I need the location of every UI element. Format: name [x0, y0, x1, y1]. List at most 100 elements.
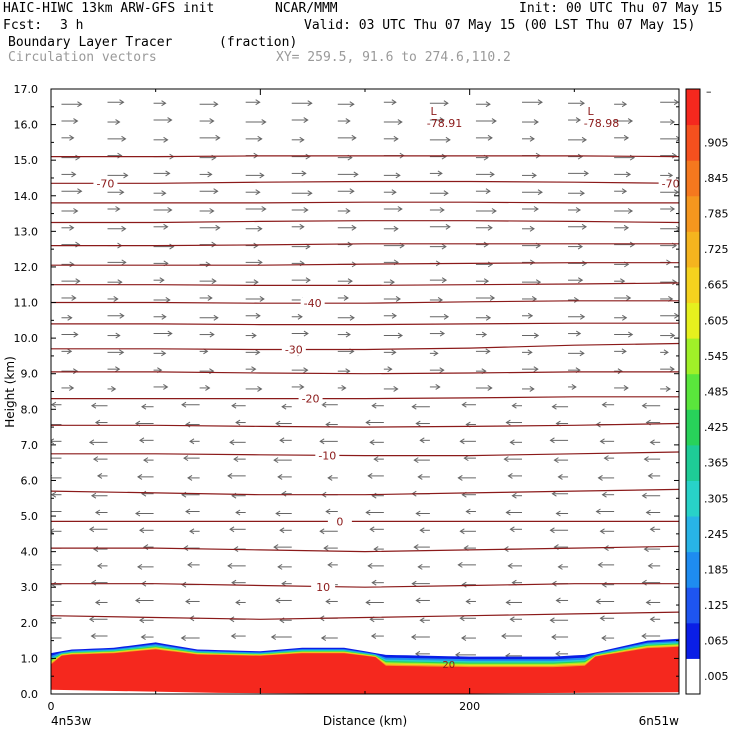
wind-vector-head	[505, 419, 511, 426]
wind-vector-head	[320, 635, 327, 641]
wind-vector-head	[489, 295, 496, 301]
wind-vector-head	[88, 439, 95, 446]
wind-vector-head	[445, 223, 451, 230]
field-units: (fraction)	[219, 35, 298, 50]
wind-vector-head	[185, 598, 191, 605]
wind-vector-head	[77, 101, 83, 108]
isotherm-label-bg	[311, 581, 336, 594]
forecast-label: Fcst:	[3, 18, 43, 33]
wind-vector-head	[255, 99, 261, 106]
wind-vector-head	[75, 278, 81, 285]
wind-vector-head	[674, 312, 679, 319]
wind-vector-head	[180, 635, 186, 641]
wind-vector-head	[325, 508, 331, 515]
colorbar-swatch	[686, 622, 700, 659]
wind-vector-head	[111, 386, 117, 392]
wind-vector-head	[135, 510, 141, 517]
wind-vector-head	[113, 296, 119, 302]
wind-vector-head	[51, 491, 57, 498]
wind-vector-head	[628, 331, 634, 338]
colorbar-label: .005	[704, 670, 729, 683]
wind-vector-head	[261, 206, 267, 212]
colorbar-label: .065	[704, 635, 729, 648]
tracer-band	[51, 646, 679, 694]
isotherm-label: -40	[304, 297, 322, 310]
wind-vector-head	[71, 295, 77, 301]
wind-vector-head	[537, 99, 543, 106]
wind-vector-head	[351, 224, 357, 231]
field-name: Boundary Layer Tracer	[8, 35, 173, 50]
wind-vector-head	[69, 385, 75, 391]
wind-vector-head	[119, 99, 125, 106]
wind-vector-head	[119, 312, 125, 319]
wind-vector-head	[45, 652, 49, 657]
wind-vector-head	[437, 170, 443, 177]
wind-vector-head	[121, 259, 127, 266]
wind-vector-head	[417, 563, 423, 570]
wind-vector-head	[647, 562, 653, 569]
wind-vector-head	[465, 598, 471, 605]
wind-vector-head	[251, 332, 257, 339]
colorbar-swatch	[686, 444, 700, 481]
x-axis-label: Distance (km)	[323, 714, 407, 728]
wind-vector-head	[557, 563, 563, 570]
wind-vector-head	[69, 224, 75, 231]
wind-vector-head	[533, 366, 539, 373]
valid-time: Valid: 03 UTC Thu 07 May 15 (00 LST Thu …	[304, 18, 696, 33]
wind-vector-head	[343, 295, 349, 301]
wind-vector-head	[189, 528, 195, 535]
wind-vector-head	[387, 366, 393, 373]
wind-vector-head	[209, 208, 215, 214]
colorbar-label: .485	[704, 386, 729, 399]
wind-vector-head	[90, 579, 97, 586]
wind-vector-head	[259, 172, 265, 179]
wind-vector-head	[257, 135, 263, 142]
model-title: HAIC-HIWC 13km ARW-GFS init	[3, 1, 215, 16]
wind-vector-head	[123, 172, 129, 179]
wind-vector-head	[281, 403, 287, 410]
wind-vector-head	[90, 492, 97, 499]
wind-vector-head	[369, 526, 375, 533]
colorbar-label: .365	[704, 457, 729, 470]
wind-vector-head	[303, 367, 309, 374]
wind-vector-head	[139, 617, 145, 624]
colorbar-top-mark: –	[706, 85, 712, 98]
wind-vector-head	[573, 297, 580, 303]
wind-vector-head	[323, 545, 329, 552]
wind-vector-head	[391, 189, 397, 196]
y-tick-label: 6.0	[21, 474, 39, 487]
wind-vector-head	[299, 384, 305, 390]
wind-vector-head	[391, 99, 397, 106]
wind-vector-head	[669, 366, 675, 373]
y-tick-label: 3.0	[21, 581, 39, 594]
y-tick-label: 10.0	[14, 332, 39, 345]
wind-vector-head	[277, 473, 283, 480]
wind-vector-head	[553, 457, 559, 464]
isotherm-line	[51, 243, 679, 247]
wind-vector-head	[121, 225, 127, 232]
wind-vector-head	[675, 225, 679, 232]
wind-vector-head	[503, 456, 509, 463]
wind-vector-head	[255, 349, 261, 356]
isotherm-label-bg	[281, 343, 306, 356]
wind-vector-head	[433, 350, 439, 357]
wind-vector-head	[579, 313, 586, 320]
wind-vector-head	[345, 208, 351, 214]
wind-vector-head	[115, 332, 121, 339]
isotherm-line	[51, 488, 679, 496]
wind-vector-head	[183, 455, 189, 462]
wind-vector-head	[257, 259, 263, 266]
wind-vector-head	[73, 208, 79, 214]
wind-vector-head	[347, 278, 353, 285]
wind-vector-head	[75, 241, 81, 248]
wind-vector-head	[215, 134, 221, 141]
wind-vector-head	[161, 350, 167, 357]
wind-vector-head	[623, 134, 630, 141]
wind-vector-head	[571, 384, 577, 390]
colorbar-swatch	[686, 89, 700, 126]
wind-vector-head	[417, 473, 423, 480]
colorbar: .005 .065 .125 .185 .245 .305 .365 .425 .485 .545…	[685, 85, 729, 695]
wind-vector-head	[457, 561, 463, 568]
wind-vector-head	[163, 136, 169, 143]
